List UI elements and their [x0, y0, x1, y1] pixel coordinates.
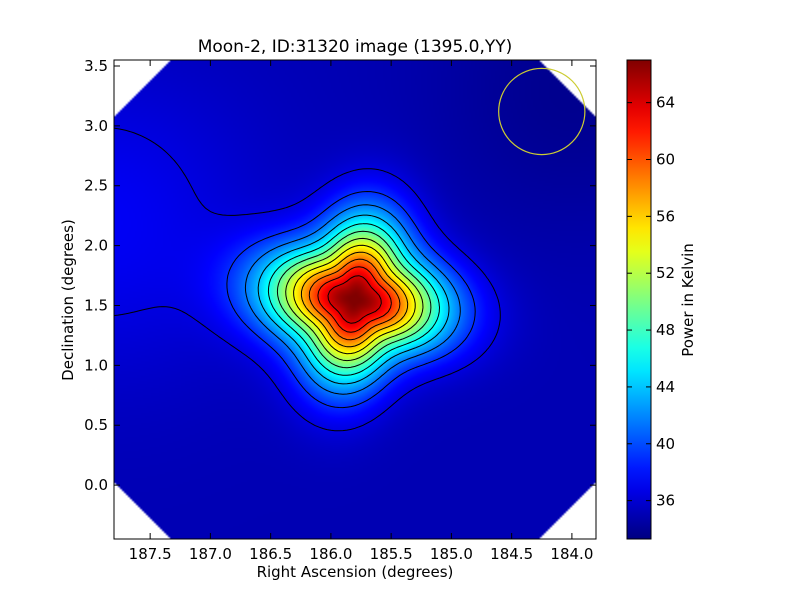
x-tick-label: 187.5 — [129, 545, 172, 563]
x-tick-label: 185.0 — [430, 545, 473, 563]
colorbar-tick-label: 56 — [656, 207, 675, 225]
x-tick-label: 184.5 — [490, 545, 533, 563]
contour-level-9 — [300, 251, 409, 348]
y-tick-label: 3.5 — [84, 57, 108, 75]
y-tick-label: 2.5 — [84, 177, 108, 195]
heatmap-image — [114, 60, 596, 539]
contour-level-7 — [285, 237, 424, 362]
x-tick-label: 186.0 — [309, 545, 352, 563]
x-axis-label: Right Ascension (degrees) — [257, 563, 454, 581]
plot-frame — [113, 59, 597, 540]
contour-level-6 — [276, 230, 432, 369]
y-axis-ticks: 0.0 0.5 1.0 1.5 2.0 2.5 3.0 3.5 — [84, 57, 596, 494]
colorbar-tick-label: 52 — [656, 264, 675, 282]
y-tick-label: 1.5 — [84, 296, 108, 314]
contour-level-8 — [293, 244, 416, 355]
colorbar-frame — [626, 59, 652, 540]
contour-level-4 — [257, 214, 450, 385]
contour-level-1 — [114, 127, 501, 432]
contour-level-12 — [327, 275, 382, 324]
colorbar-tick-label: 44 — [656, 378, 675, 396]
contour-level-3 — [244, 204, 461, 395]
x-tick-label: 187.0 — [189, 545, 232, 563]
y-tick-label: 0.0 — [84, 476, 108, 494]
x-tick-label: 184.0 — [550, 545, 593, 563]
x-tick-label: 185.5 — [370, 545, 413, 563]
colorbar-tick-label: 36 — [656, 492, 675, 510]
contour-lines — [114, 127, 501, 432]
y-tick-label: 0.5 — [84, 416, 108, 434]
colorbar-tick-label: 40 — [656, 435, 675, 453]
plot-area: 187.5 187.0 186.5 186.0 185.5 185.0 184.5 184.0… — [84, 57, 597, 563]
contour-level-11 — [317, 266, 392, 333]
colorbar-ticks: 36 40 44 48 52 56 60 64 — [627, 94, 675, 510]
colorbar-label: Power in Kelvin — [679, 243, 697, 357]
colorbar-tick-label: 64 — [656, 94, 675, 112]
x-tick-label: 186.5 — [249, 545, 292, 563]
chart-title: Moon-2, ID:31320 image (1395.0,YY) — [198, 37, 513, 57]
colorbar-fill — [627, 60, 651, 539]
contour-level-5 — [267, 223, 440, 376]
y-tick-label: 1.0 — [84, 356, 108, 374]
colorbar-tick-label: 60 — [656, 150, 675, 168]
colorbar: 36 40 44 48 52 56 60 64 — [626, 59, 675, 540]
contour-level-10 — [308, 258, 401, 341]
x-axis-ticks: 187.5 187.0 186.5 186.0 185.5 185.0 184.5 184.0 — [129, 60, 593, 563]
y-axis-label: Declination (degrees) — [59, 219, 77, 381]
contour-level-2 — [226, 191, 476, 409]
beam-circle — [498, 67, 586, 156]
y-tick-label: 2.0 — [84, 237, 108, 255]
colorbar-tick-label: 48 — [656, 321, 675, 339]
y-tick-label: 3.0 — [84, 117, 108, 135]
